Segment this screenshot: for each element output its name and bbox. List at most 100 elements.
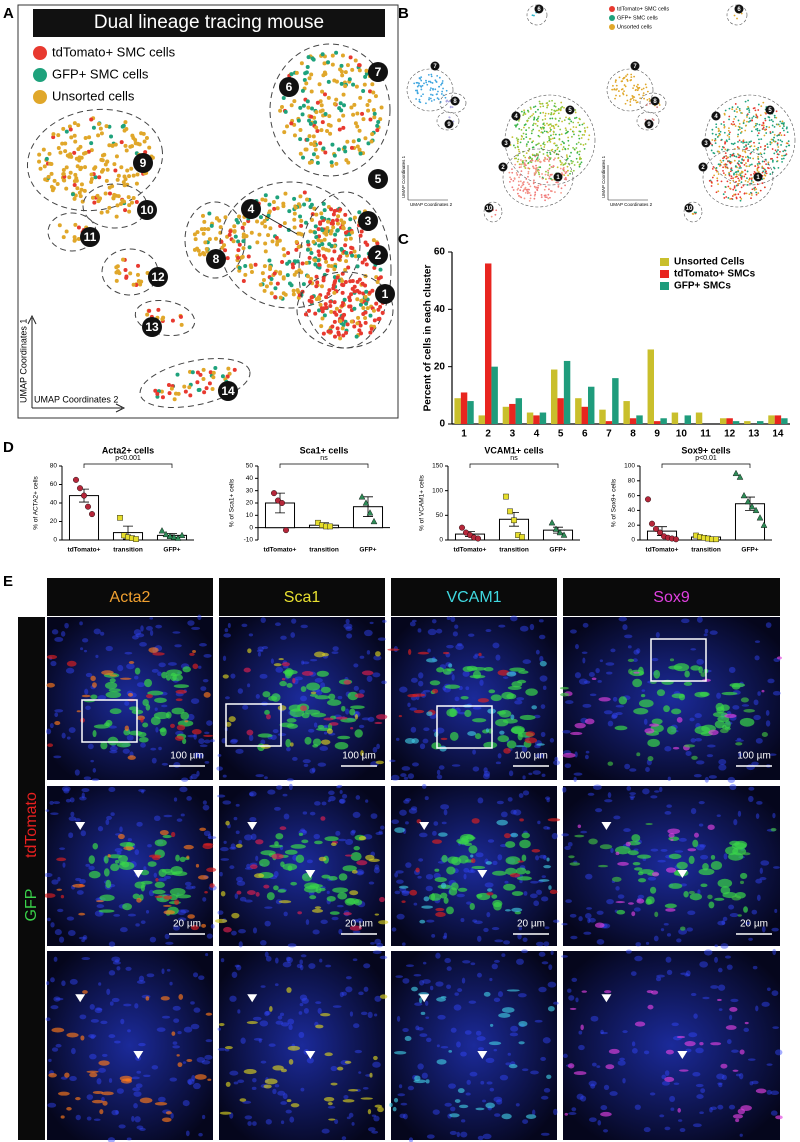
cell-dot <box>691 212 694 215</box>
bar <box>454 398 461 424</box>
nucleus <box>161 1015 171 1019</box>
data-point <box>459 524 466 531</box>
nucleus <box>252 927 258 934</box>
cell-dot <box>220 374 225 379</box>
cell-dot <box>241 246 246 251</box>
nucleus <box>407 773 415 779</box>
nucleus <box>733 818 738 826</box>
nucleus <box>115 1110 119 1115</box>
nucleus <box>507 797 513 802</box>
cell-dot <box>728 118 730 121</box>
cell-dot <box>781 127 784 130</box>
marker-signal <box>574 722 586 729</box>
cell-dot <box>335 326 340 331</box>
cell-dot <box>363 316 368 321</box>
nucleus <box>300 954 307 958</box>
nucleus <box>391 819 400 825</box>
cell-dot <box>764 119 767 122</box>
marker-signal <box>568 855 575 859</box>
marker-signal <box>374 721 383 725</box>
marker-signal <box>205 1012 213 1016</box>
cell-dot <box>292 133 297 138</box>
cell-dot <box>544 185 547 188</box>
nucleus <box>698 801 705 805</box>
y-tick-label: 60 <box>434 247 446 258</box>
cell-dot <box>760 138 763 141</box>
nucleus <box>729 1014 733 1021</box>
cell-dot <box>314 284 319 289</box>
nucleus <box>759 867 763 874</box>
nucleus <box>248 633 254 637</box>
cell-dot <box>113 168 118 173</box>
cell-dot <box>623 76 626 79</box>
marker-signal <box>398 885 409 889</box>
panel-letter: D <box>3 439 14 456</box>
nucleus <box>338 798 345 804</box>
cell-dot <box>779 150 781 153</box>
cell-dot <box>724 165 727 168</box>
cell-dot <box>529 156 532 159</box>
cell-dot <box>305 65 310 70</box>
nucleus <box>569 913 577 918</box>
marker-signal <box>487 888 493 892</box>
gfp-signal <box>154 839 167 847</box>
cell-dot <box>548 100 551 103</box>
marker-signal <box>387 648 400 651</box>
nucleus <box>436 1044 440 1048</box>
cell-dot <box>538 173 541 176</box>
nucleus <box>413 902 418 906</box>
nucleus <box>141 789 145 794</box>
cell-dot <box>738 128 741 131</box>
cell-dot <box>638 86 641 89</box>
cell-dot <box>522 162 524 165</box>
nucleus <box>752 965 758 970</box>
nucleus <box>460 1051 467 1057</box>
cell-dot <box>327 288 332 293</box>
cell-dot <box>72 133 77 138</box>
marker-signal <box>415 867 420 873</box>
cell-dot <box>549 117 552 120</box>
cell-dot <box>352 215 357 220</box>
nucleus <box>177 909 186 916</box>
nucleus <box>718 758 727 765</box>
legend-swatch <box>33 46 47 60</box>
cell-dot <box>572 169 575 172</box>
cell-dot <box>534 191 537 194</box>
marker-signal <box>580 1024 584 1031</box>
cell-dot <box>237 265 242 270</box>
cell-dot <box>777 123 780 126</box>
cell-dot <box>556 109 559 112</box>
cluster-badge <box>684 203 694 213</box>
nucleus <box>766 1063 773 1066</box>
cell-dot <box>314 212 319 217</box>
cell-dot <box>328 299 333 304</box>
cell-dot <box>734 189 737 192</box>
data-point <box>548 519 556 526</box>
cell-dot <box>771 148 774 150</box>
cell-dot <box>636 89 639 92</box>
marker-signal <box>354 693 365 698</box>
cell-dot <box>335 228 340 233</box>
cell-dot <box>777 166 780 169</box>
nucleus <box>405 862 412 868</box>
cell-dot <box>773 152 776 155</box>
cell-dot <box>556 144 558 147</box>
nucleus <box>143 866 147 871</box>
nucleus <box>353 1023 360 1029</box>
nucleus <box>736 737 742 741</box>
gfp-signal <box>320 686 331 694</box>
nucleus <box>305 919 310 925</box>
cell-dot <box>581 123 584 126</box>
gfp-signal <box>688 855 695 865</box>
cell-dot <box>710 185 713 187</box>
nucleus <box>294 676 303 681</box>
cell-dot <box>768 116 771 119</box>
cell-dot <box>629 100 632 103</box>
cell-dot <box>82 188 87 193</box>
cell-dot <box>64 229 69 234</box>
cell-dot <box>541 131 544 134</box>
cell-dot <box>321 73 326 78</box>
nucleus <box>358 1071 362 1074</box>
marker-signal <box>710 1042 722 1046</box>
nucleus <box>253 1037 263 1041</box>
